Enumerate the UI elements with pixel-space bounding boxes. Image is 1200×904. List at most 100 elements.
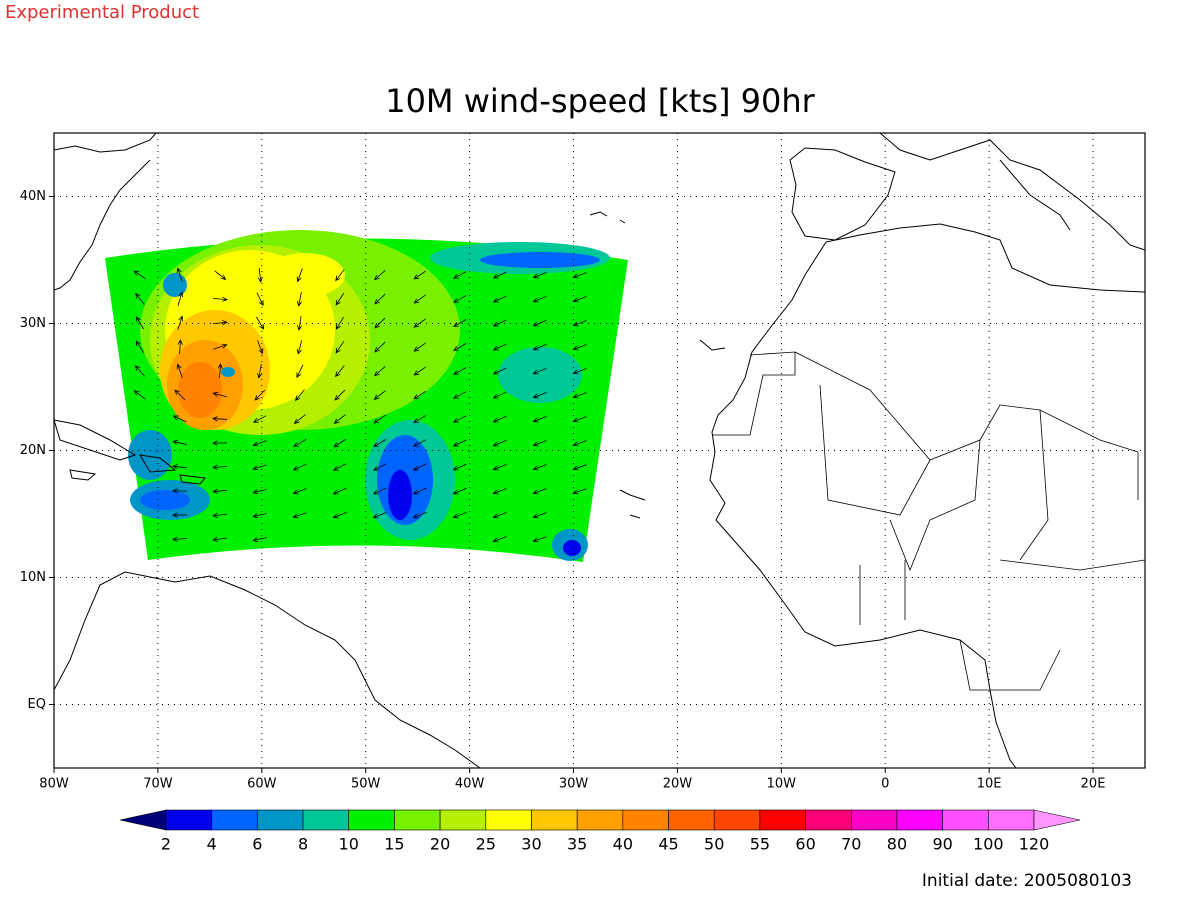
- colorbar-label: 60: [795, 835, 815, 854]
- colorbar-box: [302, 809, 350, 831]
- wind-arrow: [212, 440, 228, 446]
- wind-arrow: [256, 316, 265, 330]
- field-patch: [265, 253, 345, 297]
- wind-arrow: [134, 365, 145, 377]
- field-patch: [163, 273, 187, 297]
- wind-arrow: [452, 512, 467, 519]
- wind-arrow: [333, 438, 347, 448]
- wind-arrow: [212, 464, 228, 470]
- wind-arrow: [532, 367, 547, 375]
- wind-arrow: [452, 463, 467, 471]
- wind-arrow: [453, 319, 467, 327]
- wind-arrow: [492, 319, 507, 327]
- wind-arrow: [332, 487, 347, 495]
- wind-arrow: [256, 292, 264, 307]
- x-tick-label: 50W: [351, 777, 381, 792]
- wind-arrow: [177, 339, 183, 355]
- wind-arrow: [412, 487, 427, 495]
- wind-arrow: [172, 488, 188, 494]
- coastlines: [54, 133, 1145, 768]
- wind-arrow: [133, 390, 146, 400]
- wind-arrow: [373, 414, 386, 424]
- colorbar-label: 80: [887, 835, 907, 854]
- wind-arrow: [453, 295, 467, 303]
- wind-arrow: [333, 463, 347, 471]
- colorbar-label: 45: [658, 835, 678, 854]
- wind-arrow: [252, 512, 267, 519]
- wind-arrow: [532, 488, 547, 495]
- wind-arrow: [212, 512, 227, 518]
- field-patch: [480, 252, 600, 268]
- x-tick-label: 70W: [143, 777, 173, 792]
- colorbar-label: 10: [339, 835, 359, 854]
- wind-arrow: [335, 365, 345, 378]
- colorbar-box: [211, 809, 258, 831]
- wind-arrow: [492, 439, 507, 447]
- coast-caribbean: [54, 419, 206, 485]
- wind-arrow: [335, 292, 345, 306]
- wind-arrow: [176, 363, 183, 378]
- colorbar-label: 20: [430, 835, 450, 854]
- y-tick-label: 20N: [20, 443, 46, 458]
- wind-arrow: [335, 269, 345, 282]
- wind-arrow: [135, 316, 144, 330]
- colorbar-label: 25: [476, 835, 496, 854]
- wind-arrow: [453, 271, 467, 279]
- colorbar-box: [531, 809, 578, 831]
- coast-islands: [589, 211, 726, 519]
- wind-arrow: [413, 342, 426, 352]
- wind-arrow: [214, 270, 227, 280]
- colorbar-label: 50: [704, 835, 724, 854]
- wind-arrow: [374, 293, 386, 305]
- wind-arrow: [212, 536, 227, 542]
- wind-arrow: [492, 512, 507, 519]
- wind-arrow: [252, 440, 267, 447]
- x-tick-label: 10W: [767, 777, 797, 792]
- wind-arrow: [413, 439, 427, 447]
- x-tick-label: 30W: [559, 777, 589, 792]
- x-tick-label: 20W: [663, 777, 693, 792]
- x-tick-label: 20E: [1081, 777, 1106, 792]
- map-title: 10M wind-speed [kts] 90hr: [385, 82, 815, 120]
- colorbar-label: 55: [750, 835, 770, 854]
- field-patch: [498, 347, 582, 403]
- wind-arrow: [373, 390, 386, 400]
- wind-arrow: [372, 487, 387, 495]
- colorbar-box: [668, 809, 715, 831]
- x-tick-label: 10E: [977, 777, 1002, 792]
- wind-arrow: [257, 340, 264, 355]
- coast-europe: [879, 133, 1145, 251]
- wind-arrows: [133, 267, 587, 543]
- x-tick-label: 60W: [247, 777, 277, 792]
- colorbar-label: 2: [161, 835, 171, 854]
- wind-arrow: [374, 317, 386, 329]
- colorbar-label: 70: [841, 835, 861, 854]
- wind-arrow: [453, 343, 467, 351]
- wind-arrow: [413, 294, 426, 304]
- wind-arrow: [413, 366, 427, 376]
- colorbar-label: 6: [252, 835, 262, 854]
- wind-arrow: [532, 416, 547, 423]
- wind-arrow: [413, 270, 427, 280]
- wind-arrow: [293, 439, 307, 448]
- wind-arrow: [172, 415, 187, 423]
- colorbar-box: [165, 809, 212, 831]
- wind-arrow: [212, 320, 228, 326]
- wind-arrow: [292, 488, 307, 495]
- x-tick-label: 80W: [39, 777, 69, 792]
- wind-arrow: [453, 391, 467, 399]
- product-label: Experimental Product: [5, 2, 199, 23]
- wind-arrow: [176, 267, 183, 282]
- wind-arrow: [333, 414, 346, 424]
- wind-arrow: [532, 464, 547, 471]
- field-patch: [388, 470, 412, 520]
- wind-arrow: [373, 439, 387, 448]
- wind-arrow: [413, 415, 427, 424]
- axis-ticks: 80W 70W 60W 50W 40W 30W 20W 10W 0 10E 20E EQ 10N 20N 3…: [20, 189, 1106, 792]
- wind-arrow: [374, 270, 386, 281]
- wind-arrow: [212, 296, 228, 302]
- colorbar-label: 30: [521, 835, 541, 854]
- wind-arrow: [492, 367, 507, 375]
- colorbar-box: [713, 809, 761, 831]
